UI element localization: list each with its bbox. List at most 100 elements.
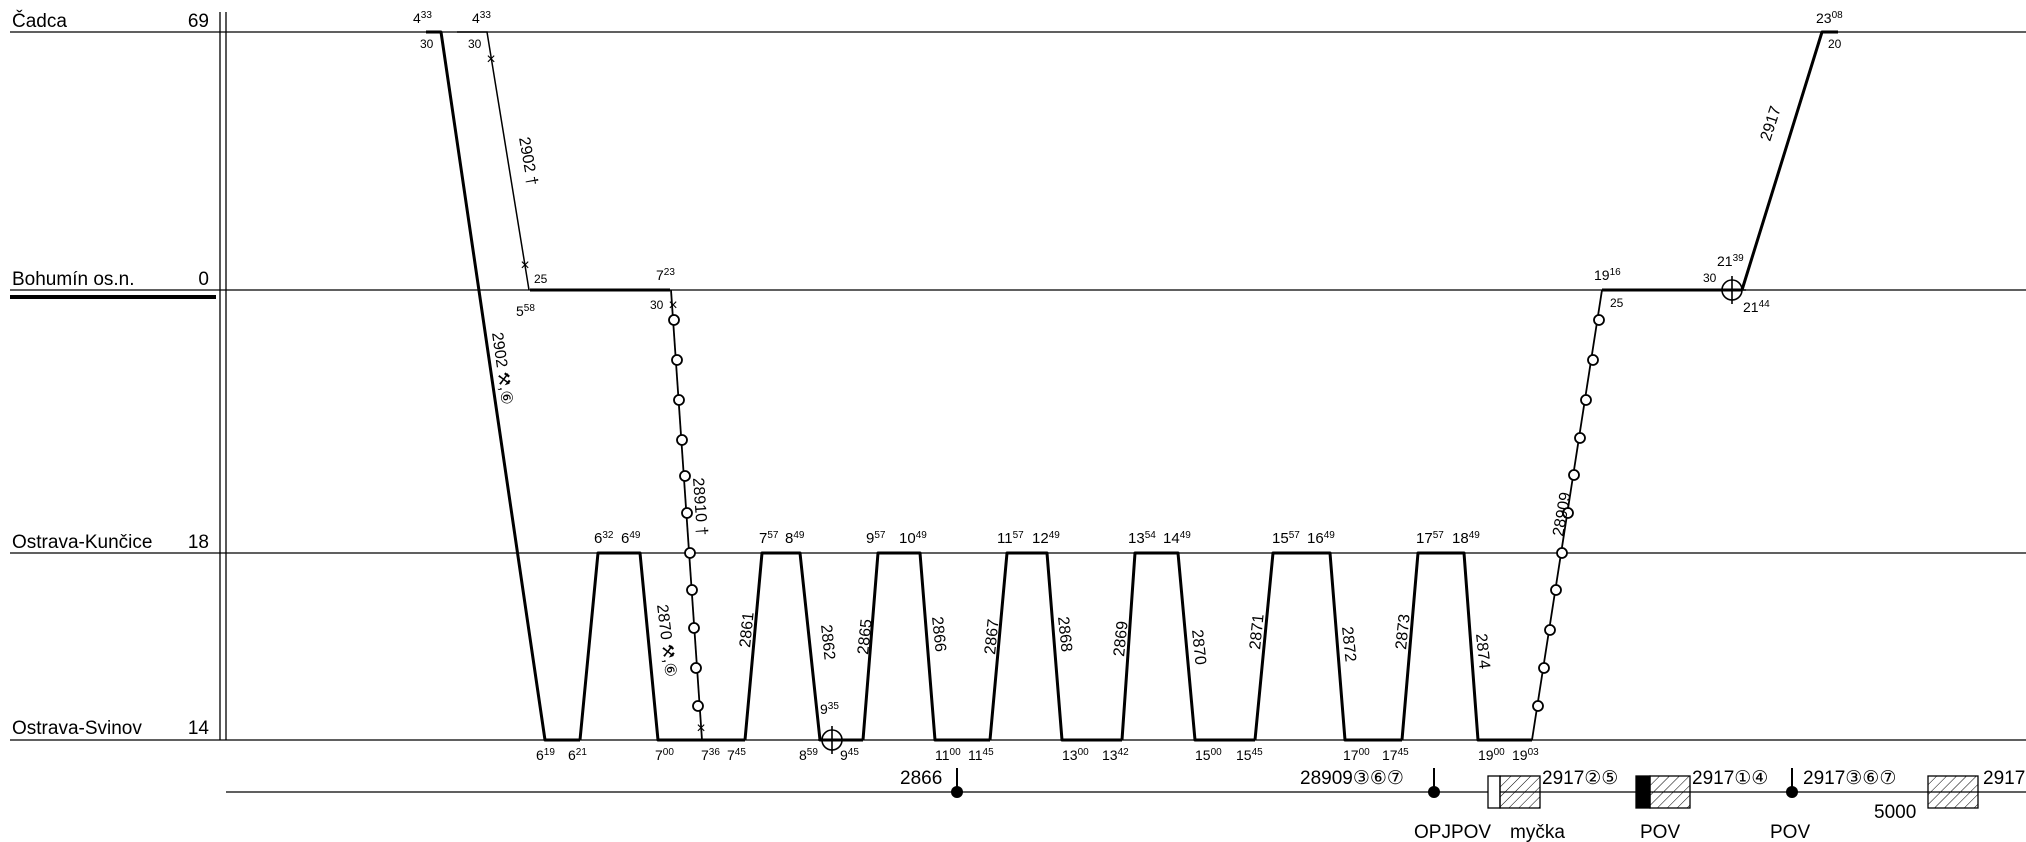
time-label: 700 [655,747,674,763]
crossed-circle-icon [1718,276,1746,304]
train-number: 2869 [1111,620,1132,657]
x-marker-icon: × [696,720,705,737]
time-label: 1100 [935,747,961,763]
time-label: 1649 [1307,530,1335,547]
time-label: 433 [413,10,432,26]
train-path-2861-2862 [743,551,863,742]
marker [1587,354,1599,366]
time-label: 757 [759,530,779,547]
dwell-label: 30 [1703,271,1717,285]
dwell-label: 30 [468,37,482,51]
dwell-label: 20 [1828,37,1842,51]
path-markers [668,314,1605,712]
time-label: 2144 [1743,299,1770,315]
black-block [1635,775,1651,809]
marker [1568,469,1580,481]
time-label: 558 [516,303,535,319]
hatched-block [1927,775,1979,809]
time-label: 957 [866,530,886,547]
bar-caption: myčka [1510,822,1565,842]
train-path-2902-down [426,30,580,742]
bar-node [951,786,963,798]
bar-caption: POV [1770,822,1810,842]
bar-label: 5000 [1874,802,1916,823]
train-path-2865-2866 [861,551,990,742]
marker [1544,624,1556,636]
time-label: 1157 [997,530,1024,547]
marker [1532,700,1544,712]
time-label: 1500 [1195,747,1222,763]
train-path-2873-2874 [1400,551,1532,742]
station-name-bohumin: Bohumín os.n. [12,269,135,290]
time-label: 1145 [968,747,994,763]
train-number: 28909 [1550,491,1574,538]
bar-caption: OPJPOV [1414,822,1491,842]
time-label: 619 [536,747,555,763]
bar-label: 28909③⑥⑦ [1300,768,1404,789]
time-label: 649 [621,530,641,547]
times-bohumin: 25 558 723 30 1916 25 2139 30 2144 [516,253,1770,319]
bar-node [1786,786,1798,798]
marker [673,394,685,406]
marker [1550,584,1562,596]
bar-label: 2866 [900,768,942,789]
dwell-label: 30 [650,298,664,312]
bar-label: 2917③⑥⑦ [1803,768,1896,789]
time-label: 2308 [1816,10,1843,26]
times-cadca: 433 30 433 30 2308 20 [413,10,1843,51]
time-label: 632 [594,530,614,547]
marker [686,584,698,596]
dwell-label: 25 [534,272,548,286]
train-path-2869-2870 [1120,551,1255,742]
time-label: 859 [799,747,818,763]
train-number: 2871 [1247,613,1268,650]
x-markers: × × × × [486,51,705,737]
time-label: 1700 [1343,747,1370,763]
train-path-2867-2868 [988,551,1122,742]
dwell-label: 25 [1610,296,1624,310]
station-name-svinov: Ostrava-Svinov [12,718,142,739]
marker [671,354,683,366]
marker [676,434,688,446]
station-km-kuncice: 18 [188,532,209,553]
train-number: 2917 [1758,104,1785,143]
marker [679,470,691,482]
time-label: 945 [840,747,859,763]
marker [1593,314,1605,326]
train-path-kuncice-loop-1 [578,551,745,742]
train-number: 2866 [928,616,949,653]
time-label: 1354 [1128,530,1156,547]
marker [684,547,696,559]
time-label: 723 [656,267,675,283]
train-number: 28910 † [689,477,710,536]
time-label: 1449 [1163,530,1191,547]
train-number: 2862 [817,624,838,661]
bar-label: 2917②⑤ [1542,768,1618,789]
train-number: 2902 ⚒,⑥ [488,331,515,406]
time-label: 1849 [1452,530,1480,547]
marker [1580,394,1592,406]
station-rows: Čadca 69 Bohumín os.n. 0 Ostrava-Kunčice… [10,10,2026,741]
special-paths [457,31,1603,741]
time-label: 1557 [1272,530,1300,547]
crossed-circle-icon [818,726,846,754]
train-number: 2874 [1472,633,1493,670]
dwell-label: 30 [420,37,434,51]
station-km-svinov: 14 [188,718,210,739]
time-label: 1916 [1594,267,1621,283]
bottom-bar: 2866 28909③⑥⑦ 2917②⑤ 2917①④ 2917③⑥⑦ 2917… [226,768,2026,842]
train-number: 2868 [1054,616,1075,653]
hatched-block [1649,775,1691,809]
marker [690,662,702,674]
train-number: 2870 ⚒,⑥ [653,603,679,678]
train-path-2917-up [1740,30,1838,291]
marker [688,622,700,634]
time-label: 1249 [1032,530,1060,547]
bar-label: 2917 [1983,768,2025,789]
times-kuncice: 632 649 757 849 957 1049 1157 1249 1354 … [594,530,1480,547]
marker [692,700,704,712]
station-name-kuncice: Ostrava-Kunčice [12,532,152,553]
train-number: 2872 [1338,626,1359,663]
station-name-cadca: Čadca [12,10,67,32]
